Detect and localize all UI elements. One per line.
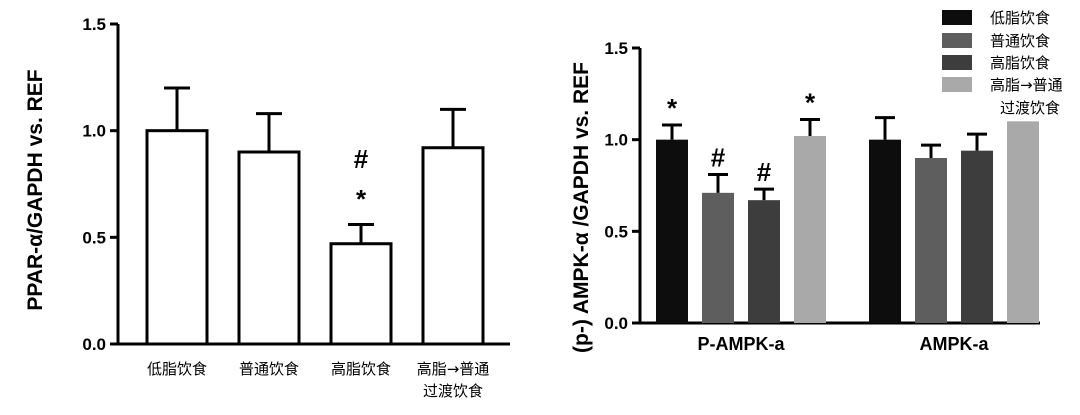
- y-tick-label: 1.5: [82, 15, 106, 34]
- legend-label: 普通饮食: [990, 32, 1050, 50]
- bar: [145, 129, 209, 346]
- y-tick-label: 0.0: [604, 314, 628, 333]
- x-group-label: AMPK-a: [919, 334, 989, 354]
- significance-mark: #: [354, 144, 369, 174]
- x-category-label: 高脂→普通过渡饮食: [417, 360, 490, 400]
- bar: [656, 139, 688, 323]
- x-group-label: P-AMPK-a: [697, 334, 785, 354]
- significance-mark: *: [805, 88, 816, 118]
- bar: [748, 200, 780, 323]
- bar: [869, 139, 901, 323]
- y-tick-label: 1.0: [82, 122, 106, 141]
- chart-1: 0.0 0.5 1.0 1.5 PPAR-α/GAPDH vs. REF 低脂饮食 普通饮食…: [24, 15, 510, 400]
- x-category-label: 高脂饮食: [331, 360, 391, 378]
- significance-mark: *: [356, 184, 367, 214]
- significance-mark: #: [711, 143, 726, 173]
- y-tick-label: 0.5: [82, 228, 106, 247]
- x-category-label: 低脂饮食: [147, 360, 207, 378]
- legend-label: 高脂饮食: [990, 54, 1050, 72]
- bar: [915, 158, 947, 323]
- bar: [961, 150, 993, 323]
- legend-label: 过渡饮食: [1000, 99, 1060, 117]
- legend-swatch: [942, 55, 972, 70]
- bar: [1007, 121, 1039, 323]
- legend-label: 低脂饮食: [990, 9, 1050, 27]
- chart-1-y-axis-label: PPAR-α/GAPDH vs. REF: [24, 69, 47, 310]
- bar: [421, 146, 485, 346]
- bar: [794, 136, 826, 323]
- bar: [329, 242, 393, 346]
- x-category-label: 普通饮食: [239, 360, 299, 378]
- y-tick-label: 0.0: [82, 335, 106, 354]
- significance-mark: #: [757, 157, 772, 187]
- bar: [237, 150, 301, 346]
- chart-2: 0.0 0.5 1.0 1.5 (p-) AMPK-α /GAPDH vs. REF * #…: [570, 9, 1063, 354]
- chart-2-y-axis-label: (p-) AMPK-α /GAPDH vs. REF: [570, 62, 593, 353]
- legend-label: 高脂→普通: [990, 76, 1063, 94]
- y-tick-label: 1.0: [604, 131, 628, 150]
- y-tick-label: 1.5: [604, 39, 628, 58]
- significance-mark: *: [667, 93, 678, 123]
- y-tick-label: 0.5: [604, 222, 628, 241]
- legend-swatch: [942, 77, 972, 92]
- legend-swatch: [942, 10, 972, 25]
- legend-swatch: [942, 33, 972, 48]
- bar: [702, 192, 734, 323]
